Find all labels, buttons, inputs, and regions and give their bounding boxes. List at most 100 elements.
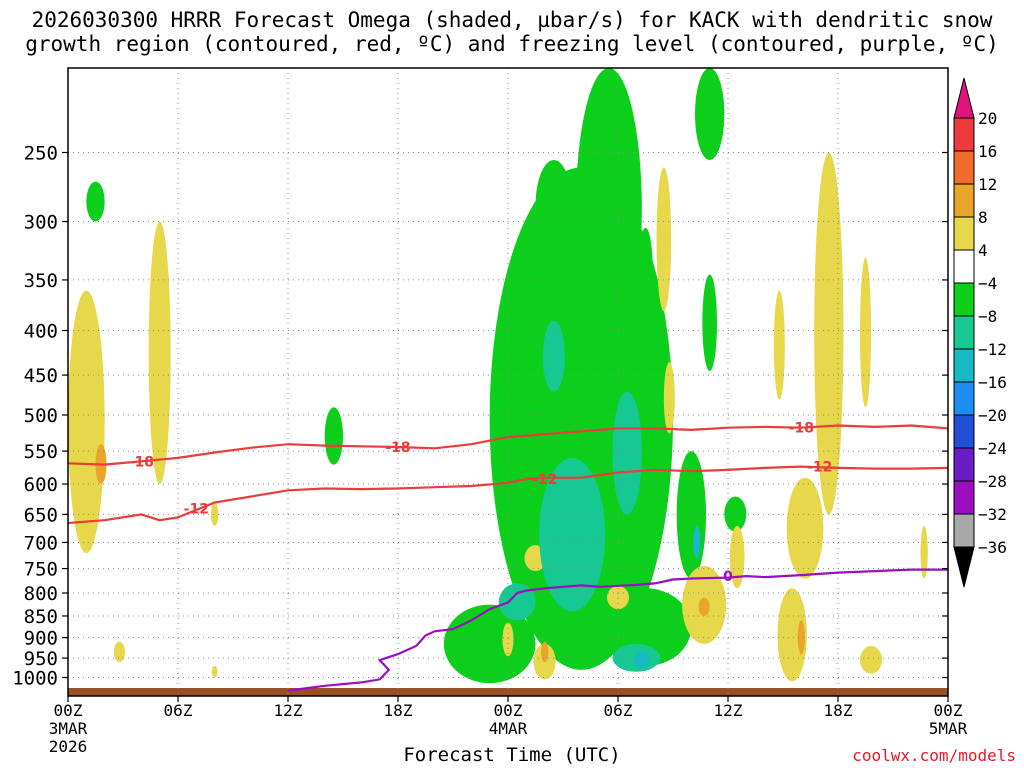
contours: -18 -18 -18 -12 -12 -12 0 (68, 421, 948, 692)
omega-region (729, 525, 745, 589)
omega-region (634, 652, 650, 668)
contour-label: -18 (789, 421, 814, 437)
contour-label: 0 (723, 569, 733, 585)
colorbar-box (953, 117, 975, 152)
colorbar-box (953, 216, 975, 251)
colorbar-label: −20 (978, 406, 1007, 425)
colorbar-box (953, 348, 975, 383)
contour-line (68, 465, 948, 525)
omega-shading (68, 68, 928, 684)
omega-region (860, 645, 882, 674)
omega-region (663, 362, 675, 434)
omega-region (575, 68, 642, 349)
omega-region (777, 588, 807, 682)
y-tick-label: 700 (24, 532, 58, 554)
x-tick-date: 3MAR (49, 719, 88, 738)
omega-region (693, 525, 701, 559)
omega-region (698, 597, 710, 616)
y-tick-label: 650 (24, 504, 58, 526)
omega-region (113, 641, 125, 663)
contour-label: -12 (532, 472, 557, 488)
omega-region (462, 660, 481, 676)
x-tick-label: 06Z (604, 701, 633, 720)
x-tick-label: 00Z (54, 701, 83, 720)
site-credit: coolwx.com/models (852, 746, 1016, 765)
contour-line (287, 568, 948, 692)
colorbar-box (953, 381, 975, 416)
omega-region (656, 167, 672, 312)
y-tick-label: 1000 (12, 668, 58, 690)
omega-region (68, 290, 105, 554)
colorbar-bottom-arrow (953, 546, 975, 588)
colorbar-box (953, 282, 975, 317)
omega-region (814, 152, 844, 515)
colorbar-box (953, 414, 975, 449)
y-tick-label: 450 (24, 365, 58, 387)
omega-region (724, 496, 747, 532)
omega-region (542, 320, 565, 392)
colorbar-box (953, 183, 975, 218)
x-tick-label: 06Z (164, 701, 193, 720)
chart-title-line-2: growth region (contoured, red, ºC) and f… (25, 32, 999, 56)
colorbar-label: −32 (978, 505, 1007, 524)
colorbar-label: 12 (978, 175, 997, 194)
colorbar-box (953, 513, 975, 548)
colorbar-label: 4 (978, 241, 988, 260)
contour-label: -12 (184, 502, 209, 518)
colorbar-label: 8 (978, 208, 988, 227)
omega-region (541, 641, 549, 663)
omega-region (607, 585, 629, 610)
y-tick-label: 950 (24, 648, 58, 670)
contour-label: -12 (807, 460, 832, 476)
y-tick-label: 550 (24, 441, 58, 463)
contour-line (68, 424, 948, 466)
y-tick-label: 800 (24, 583, 58, 605)
x-tick-year: 2026 (49, 737, 88, 756)
omega-region (797, 620, 805, 655)
colorbar-label: −16 (978, 373, 1007, 392)
y-tick-label: 750 (24, 559, 58, 581)
y-tick-label: 300 (24, 212, 58, 234)
omega-region (86, 181, 105, 222)
omega-region (535, 160, 573, 252)
x-tick-date: 4MAR (489, 719, 528, 738)
colorbar-label: −36 (978, 538, 1007, 557)
y-tick-label: 400 (24, 321, 58, 343)
x-tick-label: 00Z (494, 701, 523, 720)
x-axis-title: Forecast Time (UTC) (403, 744, 621, 766)
colorbar-label: −28 (978, 472, 1007, 491)
colorbar: 20 16 12 8 4 −4 −8 −12 −16 −20 −24 −28 −32 −36 (953, 77, 1007, 588)
colorbar-box (953, 150, 975, 185)
omega-region (148, 221, 171, 485)
colorbar-label: −4 (978, 274, 997, 293)
y-tick-label: 250 (24, 143, 58, 165)
omega-region (786, 477, 824, 579)
x-tick-label: 18Z (824, 701, 853, 720)
omega-region (211, 665, 218, 678)
omega-region (638, 227, 653, 317)
contour-label: -18 (129, 454, 154, 470)
x-tick-label: 00Z (934, 701, 963, 720)
y-tick-label: 350 (24, 270, 58, 292)
x-tick-date: 5MAR (929, 719, 968, 738)
x-tick-label: 12Z (714, 701, 743, 720)
colorbar-box (953, 447, 975, 482)
omega-region (702, 274, 718, 371)
omega-region (920, 525, 928, 579)
omega-region (539, 457, 606, 612)
grid (67, 68, 949, 696)
y-tick-label: 900 (24, 628, 58, 650)
omega-region (502, 622, 514, 657)
omega-region (860, 257, 871, 408)
colorbar-box (953, 315, 975, 350)
x-tick-label: 18Z (384, 701, 413, 720)
omega-region (498, 583, 536, 621)
y-tick-label: 500 (24, 405, 58, 427)
colorbar-label: −12 (978, 340, 1007, 359)
omega-region (612, 391, 642, 515)
colorbar-box (953, 249, 975, 284)
y-tick-label: 600 (24, 474, 58, 496)
y-tick-label: 850 (24, 606, 58, 628)
colorbar-label: −24 (978, 439, 1007, 458)
